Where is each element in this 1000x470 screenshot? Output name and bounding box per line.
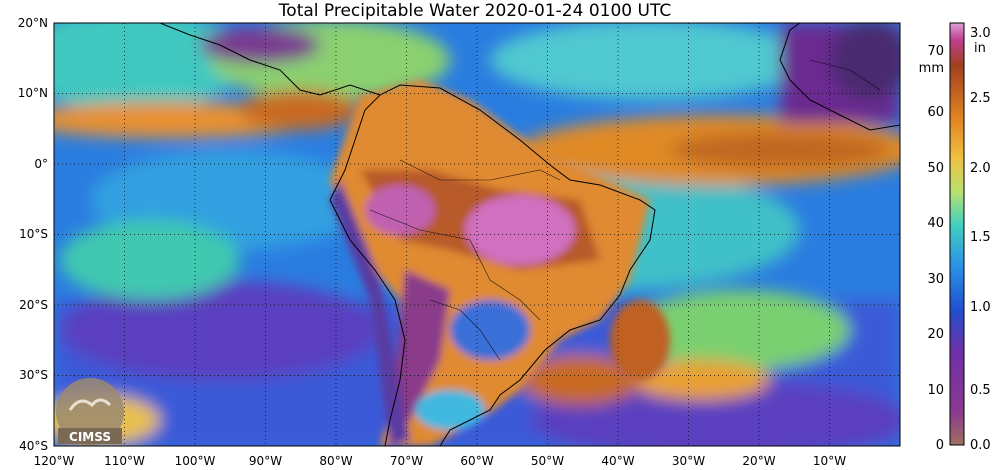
mm-tick: 70: [927, 44, 944, 59]
lon-label: 60°W: [460, 454, 493, 468]
in-tick: 2.5: [970, 91, 991, 106]
lon-label: 30°W: [672, 454, 705, 468]
lon-label: 110°W: [104, 454, 145, 468]
lat-label: 20°N: [18, 16, 48, 30]
lat-labels: 20°N 10°N 0° 10°S 20°S 30°S 40°S: [18, 16, 48, 453]
in-tick: 1.0: [970, 300, 991, 315]
lon-label: 100°W: [175, 454, 216, 468]
in-tick: 1.5: [970, 230, 991, 245]
logo-text: CIMSS: [69, 430, 111, 444]
lon-label: 40°W: [601, 454, 634, 468]
lat-label: 10°N: [18, 86, 48, 100]
lon-label: 50°W: [531, 454, 564, 468]
lon-label: 20°W: [742, 454, 775, 468]
in-unit: in: [974, 41, 986, 56]
in-ticks: 0.0 0.5 1.0 1.5 2.0 2.5 3.0 in: [970, 26, 991, 453]
colorbar: 0 10 20 30 40 50 60 70 mm 0.0 0.5 1.0 1.…: [919, 22, 991, 453]
lon-label: 70°W: [390, 454, 423, 468]
mm-ticks: 0 10 20 30 40 50 60 70 mm: [919, 44, 944, 453]
mm-tick: 0: [936, 438, 944, 453]
mm-tick: 30: [927, 272, 944, 287]
lat-label: 30°S: [19, 368, 48, 382]
in-tick: 3.0: [970, 26, 991, 41]
mm-tick: 60: [927, 105, 944, 120]
mm-tick: 50: [927, 161, 944, 176]
in-tick: 0.0: [970, 438, 991, 453]
lat-label: 40°S: [19, 439, 48, 453]
lon-label: 120°W: [34, 454, 75, 468]
mm-tick: 40: [927, 216, 944, 231]
lat-label: 10°S: [19, 227, 48, 241]
lon-labels: 120°W 110°W 100°W 90°W 80°W 70°W 60°W 50…: [34, 454, 847, 468]
lon-label: 90°W: [249, 454, 282, 468]
lon-label: 10°W: [813, 454, 846, 468]
mm-unit: mm: [919, 61, 944, 76]
lat-label: 0°: [34, 157, 48, 171]
lon-label: 80°W: [319, 454, 352, 468]
map-title: Total Precipitable Water 2020-01-24 0100…: [278, 1, 672, 21]
in-tick: 2.0: [970, 161, 991, 176]
in-tick: 0.5: [970, 383, 991, 398]
tpw-field: CIMSS: [54, 23, 900, 446]
cimss-logo: CIMSS: [56, 378, 124, 446]
mm-tick: 20: [927, 327, 944, 342]
lat-label: 20°S: [19, 298, 48, 312]
map-frame: [53, 22, 901, 447]
mm-tick: 10: [927, 383, 944, 398]
colorbar-gradient: [949, 22, 965, 446]
